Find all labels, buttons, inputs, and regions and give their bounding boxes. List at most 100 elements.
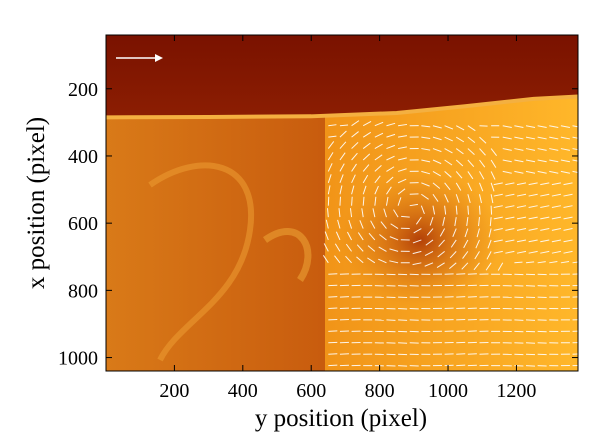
velocity-vector: [421, 170, 431, 175]
x-tick-label: 1000: [428, 380, 468, 402]
velocity-vector: [486, 251, 492, 260]
velocity-vector: [437, 250, 445, 258]
velocity-vector: [421, 148, 431, 151]
velocity-vector: [505, 182, 515, 186]
velocity-vector: [514, 125, 524, 129]
velocity-vector: [528, 239, 538, 243]
velocity-vector: [397, 197, 402, 206]
velocity-vector: [455, 159, 464, 167]
velocity-vector: [357, 232, 364, 241]
velocity-vector: [442, 217, 446, 226]
velocity-vector: [412, 262, 422, 266]
velocity-vector: [505, 250, 515, 254]
velocity-vector: [424, 262, 434, 267]
velocity-vector: [412, 250, 422, 255]
velocity-vector: [467, 148, 475, 156]
velocity-vector: [359, 220, 364, 229]
velocity-vector: [322, 255, 329, 264]
velocity-vector: [432, 193, 439, 202]
velocity-vector: [450, 239, 457, 248]
velocity-vector: [432, 125, 442, 129]
velocity-vector: [572, 261, 578, 264]
velocity-vector: [339, 130, 347, 138]
velocity-vector: [540, 205, 550, 208]
velocity-vector: [325, 219, 329, 229]
velocity-vector: [502, 125, 512, 129]
velocity-vector: [426, 228, 434, 236]
velocity-vector: [429, 216, 434, 226]
velocity-vector: [397, 168, 407, 172]
velocity-vector: [502, 170, 512, 174]
velocity-vector: [444, 171, 452, 178]
velocity-vector: [540, 193, 550, 197]
velocity-vector: [467, 159, 475, 168]
velocity-vector: [563, 250, 573, 254]
velocity-vector: [528, 216, 538, 220]
velocity-vector: [351, 120, 360, 127]
velocity-vector: [397, 146, 407, 150]
velocity-vector: [339, 185, 343, 195]
velocity-vector: [374, 175, 381, 184]
velocity-vector: [327, 208, 329, 218]
velocity-vector: [378, 246, 387, 252]
velocity-vector: [337, 219, 341, 229]
velocity-vector: [516, 228, 527, 231]
heatmap-image: [106, 35, 578, 371]
velocity-vector: [514, 159, 524, 163]
velocity-vector: [479, 182, 484, 192]
y-axis-ticks: 200 400 600 800 1000: [58, 79, 578, 370]
velocity-vector: [540, 216, 550, 220]
velocity-vector: [421, 182, 430, 187]
velocity-vector: [362, 196, 365, 206]
velocity-vector: [514, 261, 523, 264]
velocity-vector: [516, 182, 527, 186]
velocity-vector: [374, 143, 383, 150]
velocity-vector: [516, 193, 527, 197]
velocity-vector: [432, 205, 436, 215]
velocity-vector: [516, 205, 527, 208]
velocity-vector: [383, 208, 387, 218]
velocity-vector: [493, 182, 503, 186]
velocity-vector: [551, 193, 561, 197]
velocity-vector: [490, 171, 496, 180]
plot-frame: [105, 34, 579, 372]
velocity-vector: [537, 136, 547, 140]
y-tick-label: 400: [68, 146, 98, 168]
velocity-vector: [374, 121, 384, 127]
velocity-vector: [505, 216, 515, 220]
velocity-vector: [479, 171, 485, 180]
velocity-vector: [389, 260, 399, 264]
velocity-vector: [432, 159, 442, 165]
velocity-vector: [328, 135, 337, 138]
velocity-vector: [502, 159, 512, 163]
velocity-vector: [415, 216, 422, 225]
velocity-vector: [409, 203, 419, 207]
velocity-vector: [339, 124, 349, 127]
velocity-vector: [372, 208, 376, 218]
velocity-vector: [351, 142, 359, 149]
velocity-vector: [490, 182, 495, 192]
velocity-vector: [475, 239, 480, 249]
velocity-vector: [479, 136, 487, 144]
velocity-vector: [362, 153, 371, 161]
velocity-vector: [551, 216, 561, 220]
velocity-vector: [551, 239, 561, 243]
velocity-vector: [374, 185, 379, 195]
velocity-vector: [540, 182, 550, 186]
velocity-vector: [540, 228, 550, 231]
velocity-vector: [327, 152, 334, 161]
velocity-vector: [466, 217, 469, 227]
velocity-vector: [439, 228, 446, 237]
swirl-streak: [148, 162, 255, 362]
velocity-vector: [455, 148, 464, 155]
velocity-vector: [560, 148, 570, 151]
velocity-vector: [438, 239, 445, 247]
velocity-vector: [328, 124, 337, 127]
velocity-vector: [351, 131, 359, 138]
velocity-vector: [449, 251, 457, 259]
velocity-vector: [528, 228, 538, 231]
velocity-vector: [537, 125, 547, 129]
velocity-vector: [537, 261, 546, 264]
velocity-vector: [493, 228, 503, 231]
